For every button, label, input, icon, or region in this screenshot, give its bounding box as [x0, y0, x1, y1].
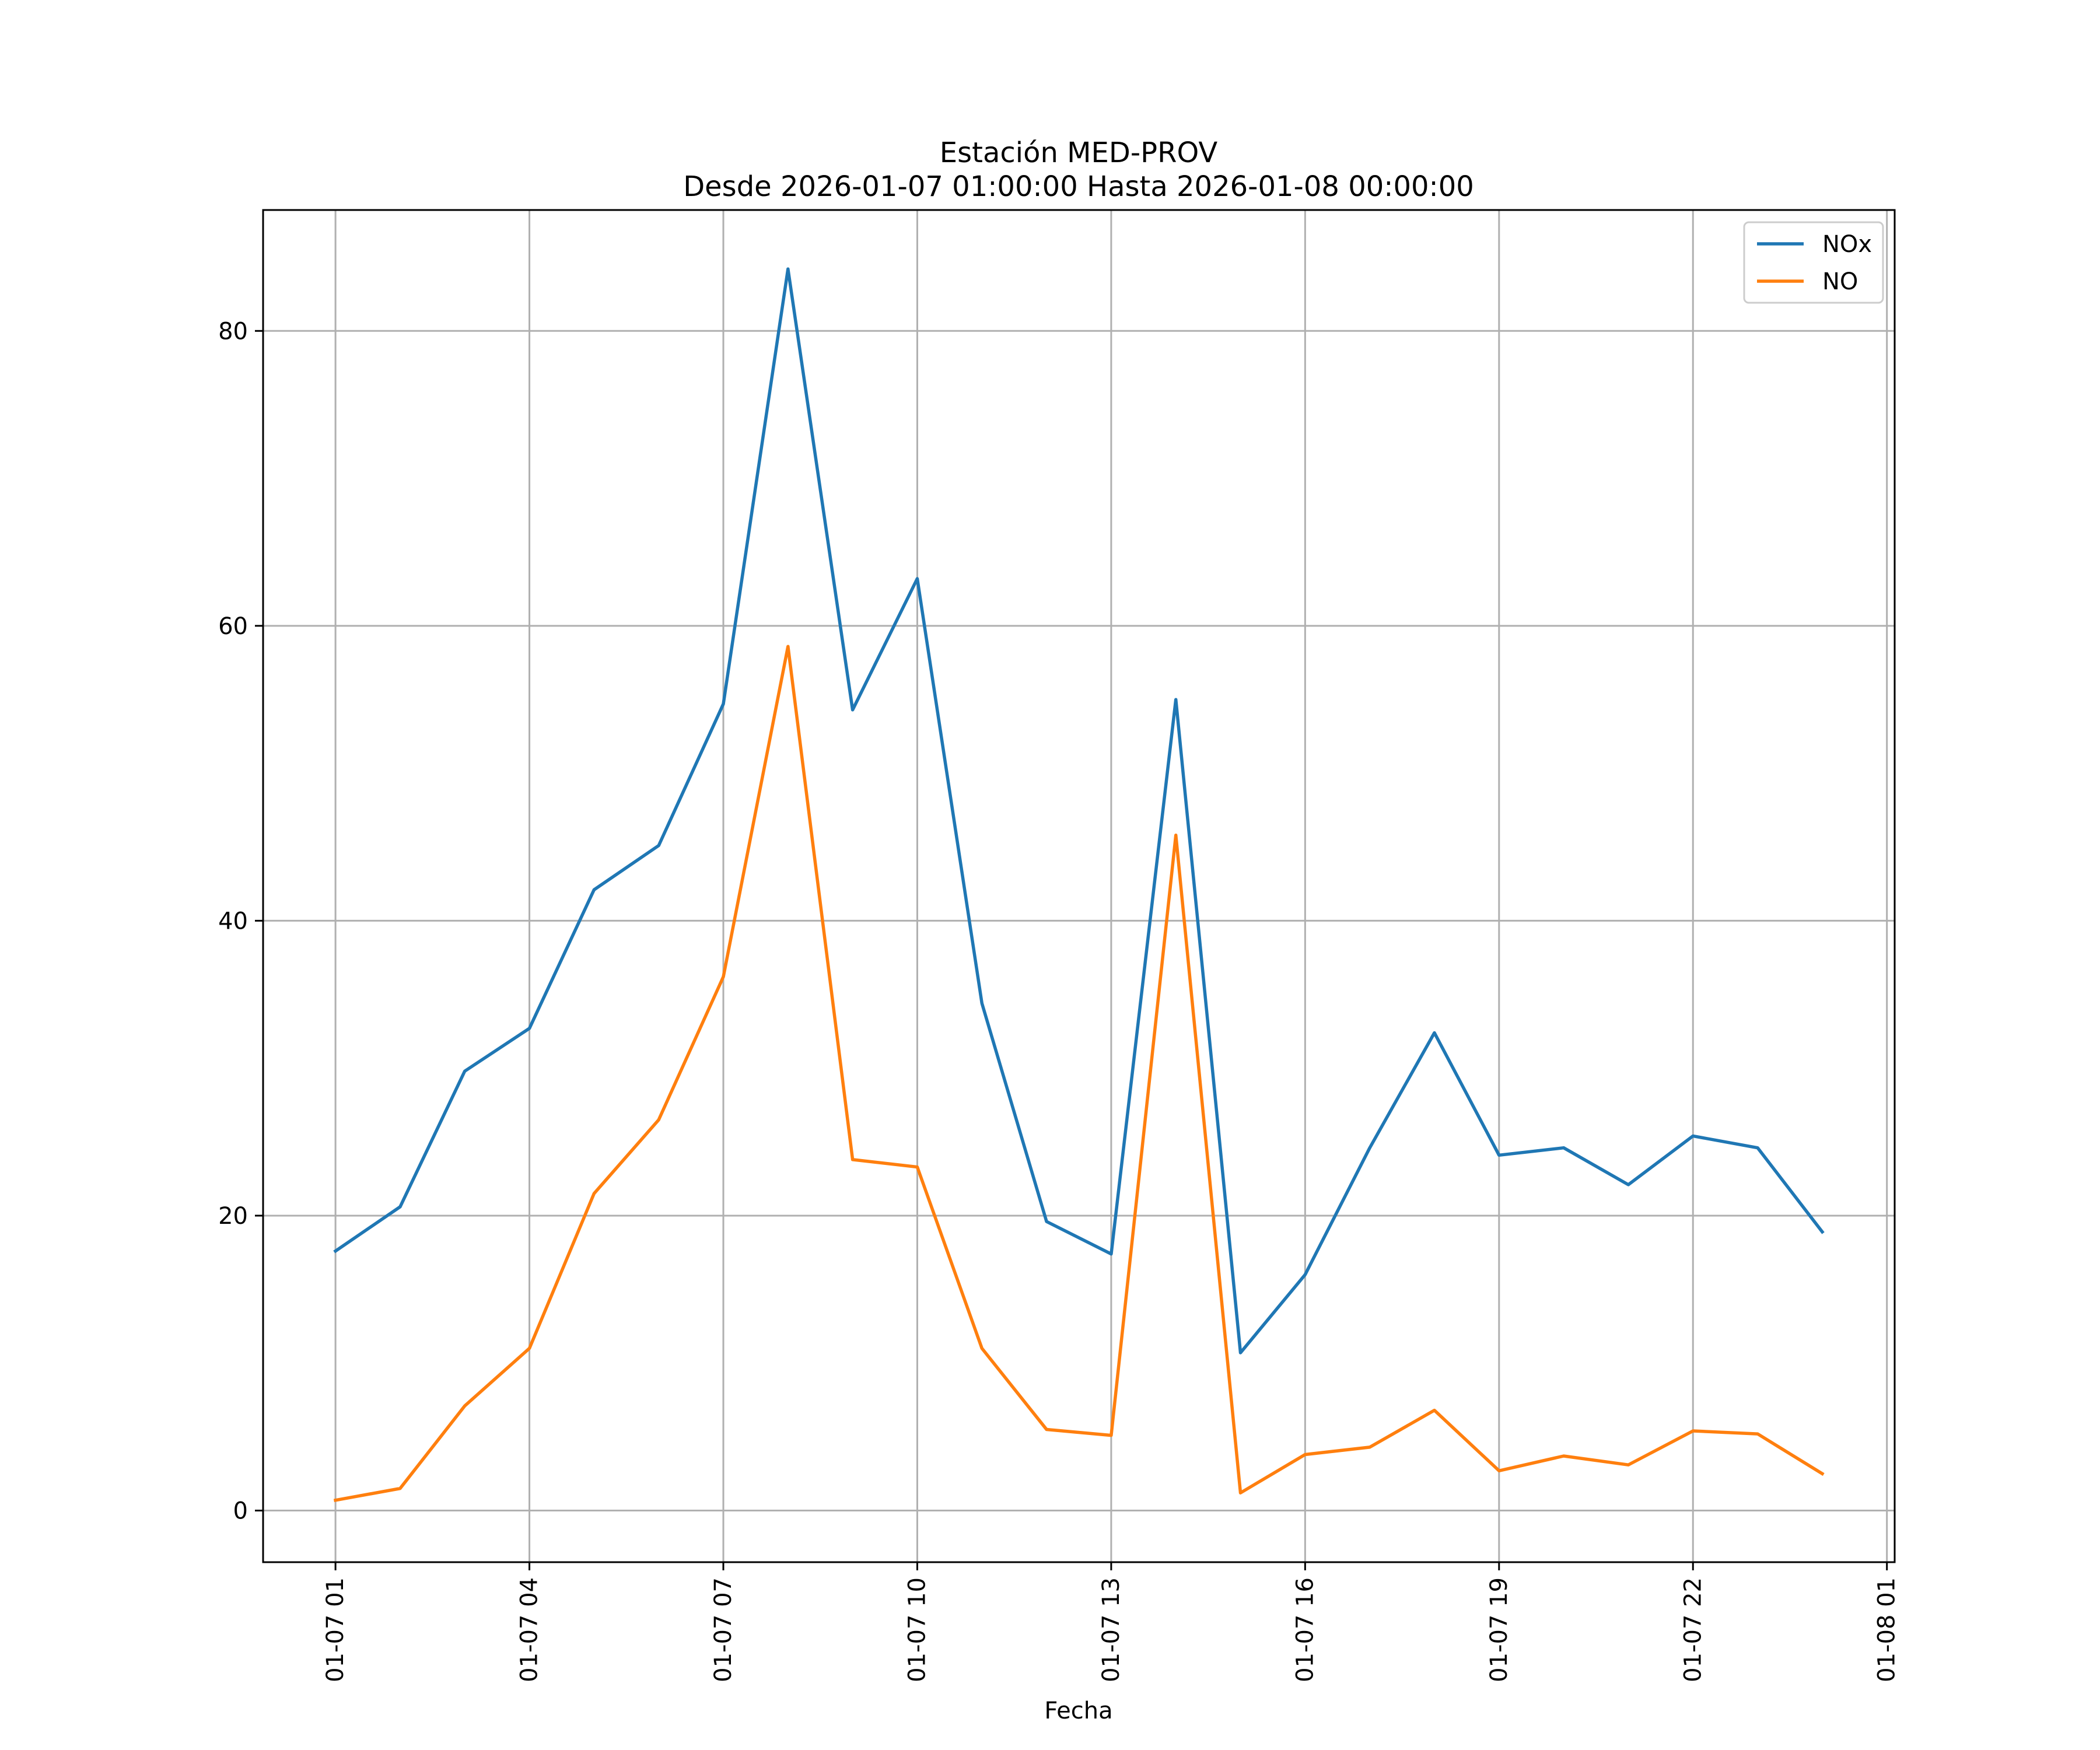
- x-tick-label: 01-07 07: [710, 1577, 737, 1682]
- chart-title: Estación MED-PROV: [940, 136, 1218, 169]
- y-tick-label: 20: [218, 1203, 248, 1230]
- series-line-nox: [333, 267, 1825, 1354]
- grid: [263, 210, 1895, 1562]
- y-tick-label: 60: [218, 613, 248, 640]
- axis-ticks: 0 20 40 60 80 01-07 01 01-07 04 01-07 07 01-07 1…: [218, 318, 1901, 1682]
- legend-label-nox: NOx: [1822, 231, 1872, 258]
- y-tick-label: 40: [218, 908, 248, 935]
- x-axis-label: Fecha: [1044, 1698, 1112, 1724]
- series-line-no: [333, 645, 1825, 1503]
- plot-frame: [262, 209, 1896, 1563]
- x-tick-label: 01-07 13: [1098, 1577, 1125, 1682]
- x-tick-label: 01-07 01: [322, 1577, 349, 1682]
- x-tick-label: 01-07 16: [1292, 1577, 1318, 1682]
- x-tick-label: 01-07 19: [1486, 1577, 1513, 1682]
- chart-subtitle: Desde 2026-01-07 01:00:00 Hasta 2026-01-…: [683, 170, 1474, 203]
- x-tick-label: 01-07 10: [904, 1577, 930, 1682]
- x-tick-label: 01-07 22: [1679, 1577, 1706, 1682]
- y-tick-label: 80: [218, 318, 248, 345]
- y-tick-label: 0: [233, 1498, 248, 1525]
- legend: NOx NO: [1743, 221, 1884, 304]
- legend-label-no: NO: [1822, 268, 1858, 295]
- x-tick-label: 01-08 01: [1874, 1577, 1901, 1682]
- x-tick-label: 01-07 04: [516, 1577, 543, 1682]
- series-layer: [333, 267, 1825, 1503]
